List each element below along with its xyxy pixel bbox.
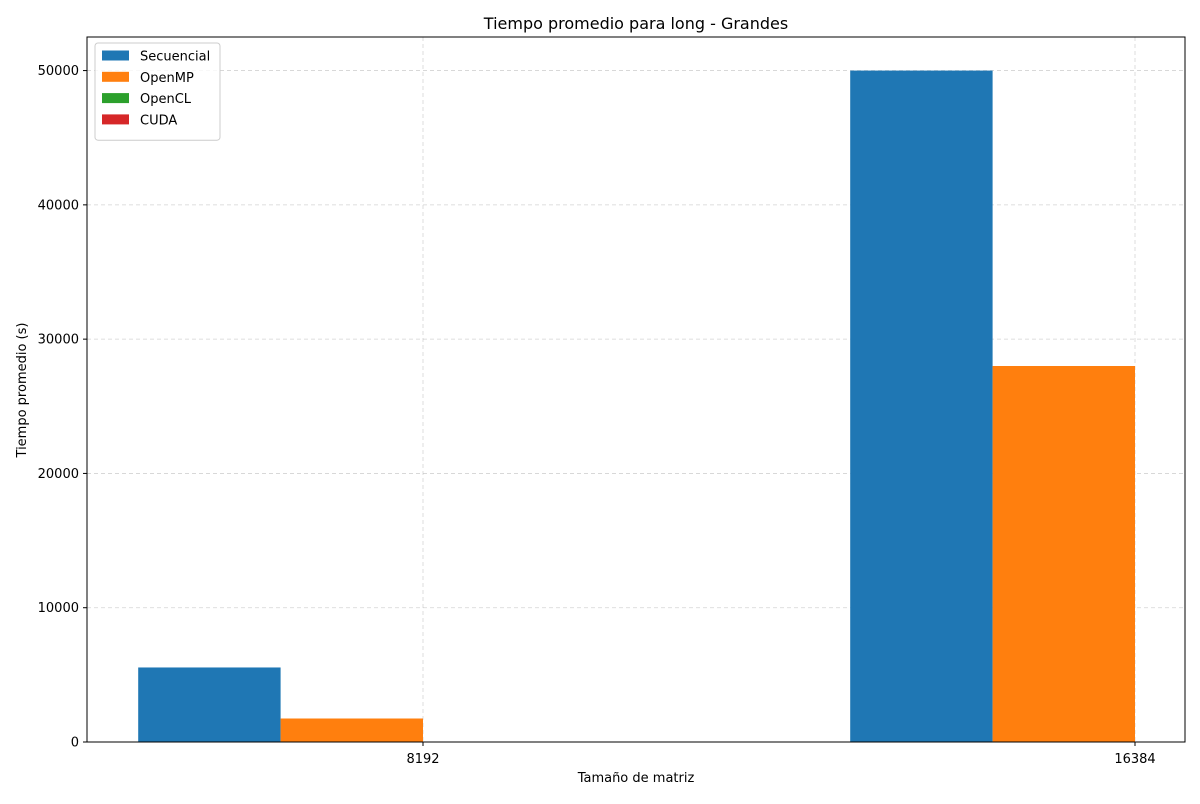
bar-secuencial-8192 xyxy=(138,667,281,742)
legend: Secuencial OpenMP OpenCL CUDA xyxy=(94,42,221,141)
legend-label: Secuencial xyxy=(140,50,210,65)
y-tick-label: 20000 xyxy=(38,467,79,482)
legend-swatch xyxy=(102,93,129,104)
bar-openmp-8192 xyxy=(280,718,423,742)
y-tick-label: 0 xyxy=(71,736,79,751)
bar-openmp-16384 xyxy=(992,366,1135,742)
x-tick-label: 8192 xyxy=(406,752,439,767)
legend-label: OpenMP xyxy=(140,71,194,86)
axis-ticks: 0 10000 20000 30000 40000 50000 8192 16384 xyxy=(38,64,1156,767)
y-tick-label: 40000 xyxy=(38,198,79,213)
legend-swatch xyxy=(102,71,129,82)
legend-swatch xyxy=(102,114,129,125)
legend-swatch xyxy=(102,50,129,61)
y-axis-label: Tiempo promedio (s) xyxy=(15,323,30,459)
bars xyxy=(138,70,1135,743)
bar-secuencial-16384 xyxy=(850,70,993,743)
chart-title: Tiempo promedio para long - Grandes xyxy=(483,14,788,33)
y-tick-label: 10000 xyxy=(38,601,79,616)
y-tick-label: 30000 xyxy=(38,333,79,348)
legend-label: OpenCL xyxy=(140,92,192,107)
y-tick-label: 50000 xyxy=(38,64,79,79)
plot-frame xyxy=(86,36,1186,743)
x-axis-label: Tamaño de matriz xyxy=(577,771,695,786)
x-tick-label: 16384 xyxy=(1114,752,1155,767)
legend-label: CUDA xyxy=(140,113,177,128)
